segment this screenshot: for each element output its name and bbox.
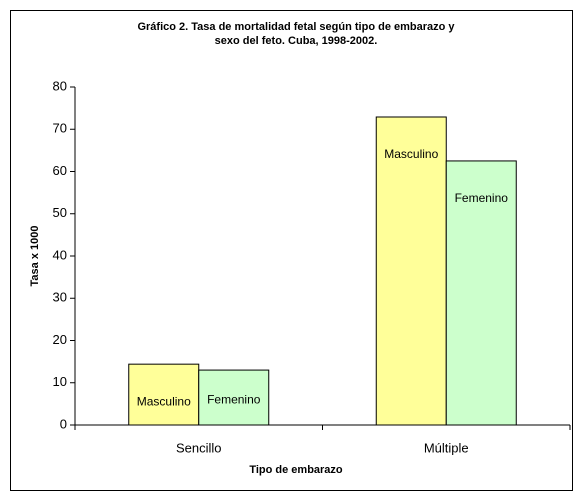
chart-title: Gráfico 2. Tasa de mortalidad fetal segú… <box>137 21 455 33</box>
y-tick-label: 60 <box>53 163 67 178</box>
x-tick-label: Múltiple <box>424 440 469 455</box>
bar-label: Masculino <box>384 147 438 161</box>
bar-label: Masculino <box>137 394 191 408</box>
y-axis-title: Tasa x 1000 <box>29 226 41 287</box>
y-tick-label: 10 <box>53 374 67 389</box>
bar-label: Femenino <box>455 191 509 205</box>
bar-label: Femenino <box>207 393 261 407</box>
y-tick-label: 50 <box>53 205 67 220</box>
y-tick-label: 20 <box>53 332 67 347</box>
bar <box>375 116 447 426</box>
y-tick-label: 30 <box>53 290 67 305</box>
x-axis-title: Tipo de embarazo <box>249 464 343 476</box>
y-tick-label: 0 <box>60 416 67 431</box>
chart-title: sexo del feto. Cuba, 1998-2002. <box>215 35 378 47</box>
y-tick-label: 40 <box>53 247 67 262</box>
y-tick-label: 80 <box>53 78 67 93</box>
y-tick-label: 70 <box>53 121 67 136</box>
x-tick-label: Sencillo <box>176 440 222 455</box>
